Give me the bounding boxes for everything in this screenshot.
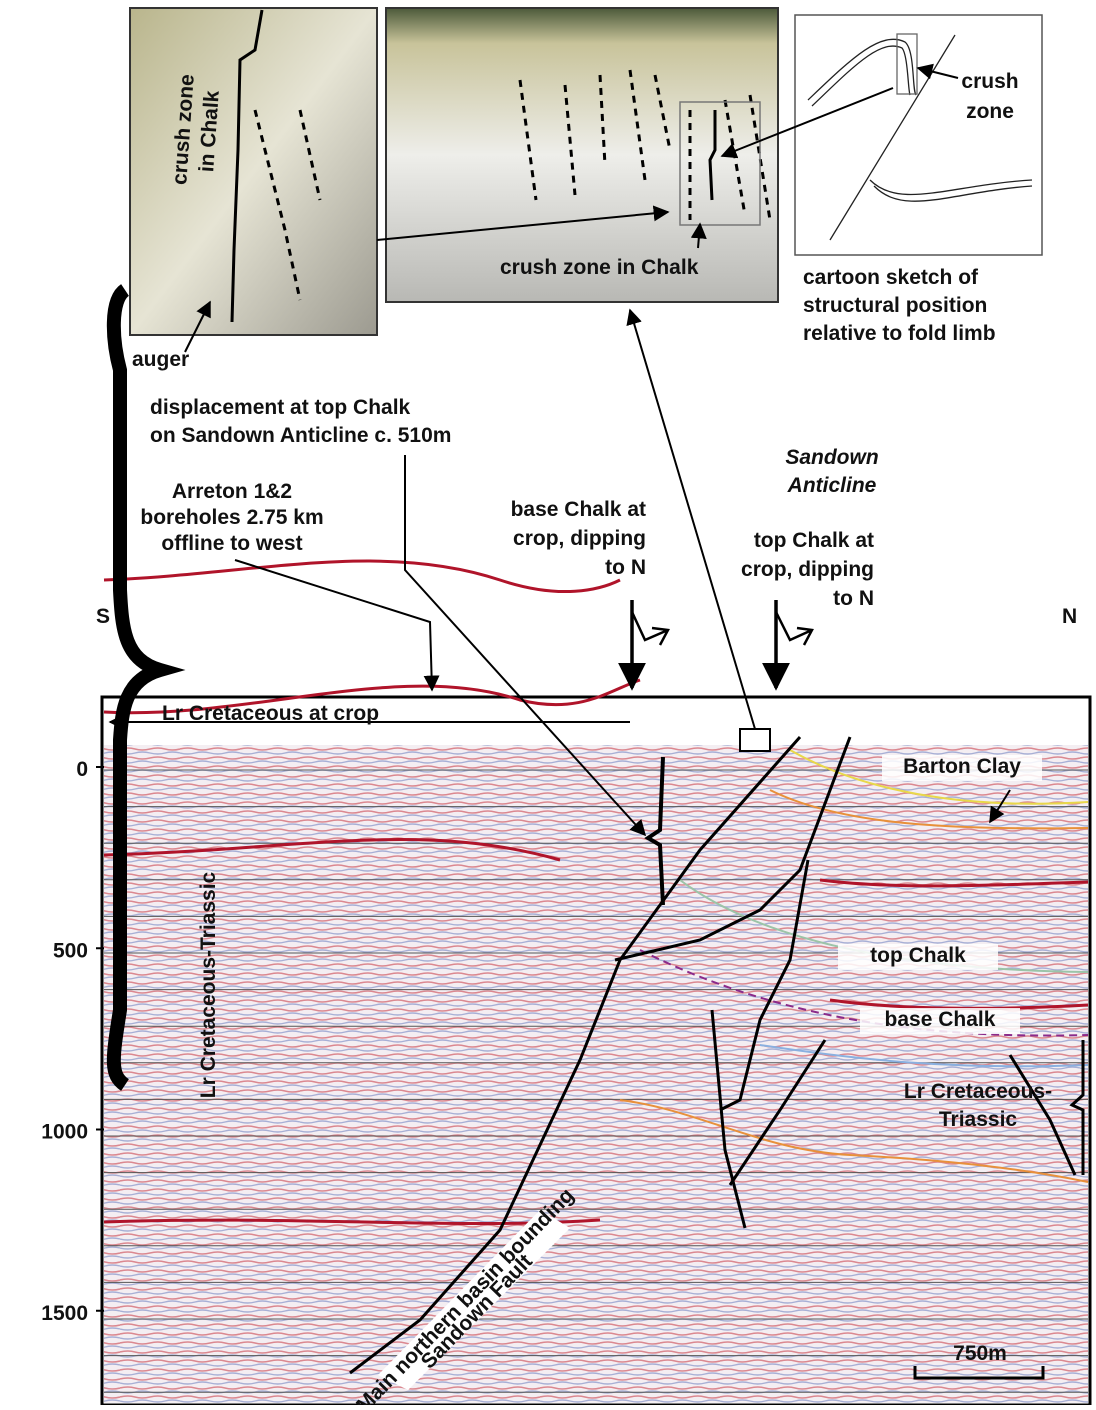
horizon-label: top Chalk	[870, 944, 966, 967]
cartoon-box	[795, 15, 1042, 255]
unit-label: Lr Cretaceous-Triassic	[197, 871, 220, 1098]
annotation: on Sandown Anticline c. 510m	[150, 424, 451, 447]
depth-tick-label: 500	[53, 939, 88, 962]
annotation: Anticline	[787, 474, 877, 497]
direction-label: S	[96, 605, 110, 628]
caption: structural position	[803, 294, 987, 317]
scale-label: 750m	[953, 1342, 1007, 1365]
annotation: Arreton 1&2	[172, 480, 292, 503]
horizon-label: base Chalk	[885, 1008, 996, 1031]
photo-label: auger	[132, 348, 189, 371]
figure: crush zonein Chalkaugercrush zone in Cha…	[0, 0, 1096, 1405]
unit-label: Lr Cretaceous-	[904, 1080, 1052, 1103]
arrow	[630, 310, 755, 729]
dip-symbol	[776, 612, 812, 645]
depth-tick-label: 1000	[41, 1121, 88, 1144]
annotation: displacement at top Chalk	[150, 396, 411, 419]
photo-label: crush zone in Chalk	[500, 256, 699, 279]
photo-left	[130, 8, 377, 335]
cartoon-label: crush	[961, 70, 1018, 93]
annotation: crop, dipping	[741, 558, 874, 581]
annotation: crop, dipping	[513, 527, 646, 550]
annotation: to N	[605, 556, 646, 579]
unit-label: Triassic	[939, 1108, 1018, 1131]
depth-tick-label: 1500	[41, 1302, 88, 1325]
depth-tick-label: 0	[76, 758, 88, 781]
annotation: offline to west	[161, 532, 302, 555]
dip-symbol	[632, 612, 668, 645]
annotation: to N	[833, 587, 874, 610]
caption: relative to fold limb	[803, 322, 996, 345]
annotation: base Chalk at	[511, 498, 646, 521]
arrow	[235, 560, 432, 690]
annotation: boreholes 2.75 km	[140, 506, 323, 529]
unit-label: Lr Cretaceous at crop	[162, 702, 379, 725]
caption: cartoon sketch of	[803, 266, 979, 289]
horizon-label: Barton Clay	[903, 755, 1021, 778]
annotation: top Chalk at	[754, 529, 874, 552]
annotation: Sandown	[785, 446, 878, 469]
inset-marker	[740, 729, 770, 751]
direction-label: N	[1062, 605, 1077, 628]
cartoon-label: zone	[966, 100, 1014, 123]
